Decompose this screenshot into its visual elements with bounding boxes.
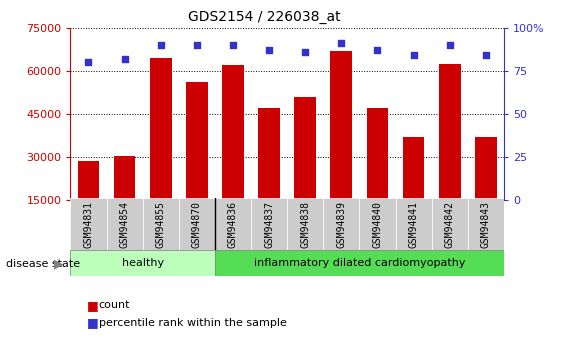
Bar: [367, 108, 388, 243]
Bar: [251, 198, 287, 252]
Text: GSM94855: GSM94855: [156, 201, 166, 248]
Point: [409, 52, 418, 58]
Bar: [70, 250, 215, 276]
Text: inflammatory dilated cardiomyopathy: inflammatory dilated cardiomyopathy: [254, 258, 465, 268]
Bar: [403, 137, 425, 243]
Bar: [222, 65, 244, 243]
Text: GDS2154 / 226038_at: GDS2154 / 226038_at: [188, 10, 341, 24]
Text: disease state: disease state: [6, 259, 80, 269]
Bar: [330, 51, 352, 243]
Bar: [179, 198, 215, 252]
Text: ■: ■: [87, 316, 99, 329]
Point: [337, 40, 346, 46]
Bar: [395, 198, 432, 252]
Bar: [258, 108, 280, 243]
Text: GSM94841: GSM94841: [409, 201, 418, 248]
Bar: [142, 198, 179, 252]
Point: [156, 42, 165, 48]
Point: [445, 42, 454, 48]
Bar: [106, 198, 142, 252]
Bar: [150, 58, 172, 243]
Text: percentile rank within the sample: percentile rank within the sample: [99, 318, 287, 327]
Text: healthy: healthy: [122, 258, 164, 268]
Text: GSM94870: GSM94870: [192, 201, 202, 248]
Bar: [359, 198, 395, 252]
Bar: [439, 63, 461, 243]
Point: [193, 42, 202, 48]
Text: GSM94831: GSM94831: [83, 201, 93, 248]
Point: [373, 47, 382, 53]
Text: ■: ■: [87, 299, 99, 312]
Point: [265, 47, 274, 53]
Text: ▶: ▶: [54, 257, 64, 270]
Text: GSM94837: GSM94837: [264, 201, 274, 248]
Text: GSM94840: GSM94840: [373, 201, 382, 248]
Bar: [287, 198, 323, 252]
Text: GSM94839: GSM94839: [336, 201, 346, 248]
Point: [301, 49, 310, 55]
Point: [481, 52, 490, 58]
Point: [229, 42, 238, 48]
Bar: [78, 161, 99, 243]
Bar: [70, 198, 106, 252]
Text: GSM94838: GSM94838: [300, 201, 310, 248]
Text: count: count: [99, 300, 130, 310]
Text: GSM94842: GSM94842: [445, 201, 455, 248]
Point: [120, 56, 129, 61]
Bar: [215, 250, 504, 276]
Bar: [215, 198, 251, 252]
Bar: [468, 198, 504, 252]
Text: GSM94854: GSM94854: [119, 201, 129, 248]
Point: [84, 59, 93, 65]
Bar: [432, 198, 468, 252]
Bar: [186, 82, 208, 243]
Bar: [475, 137, 497, 243]
Bar: [323, 198, 359, 252]
Text: GSM94843: GSM94843: [481, 201, 491, 248]
Bar: [294, 97, 316, 243]
Text: GSM94836: GSM94836: [228, 201, 238, 248]
Bar: [114, 156, 136, 243]
